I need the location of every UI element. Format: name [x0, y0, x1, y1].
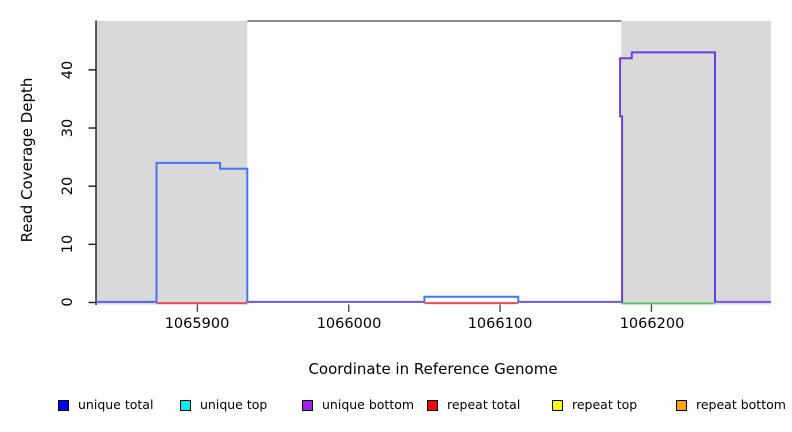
legend-item-unique-total: unique total	[58, 397, 153, 413]
unique-total-swatch-icon	[58, 399, 69, 411]
repeat-bottom-swatch-icon	[676, 399, 687, 411]
repeat-total-swatch-icon	[427, 399, 438, 411]
y-tick-label-30: 30	[60, 118, 76, 138]
unique-total-block-2	[423, 295, 520, 303]
repeat-top-swatch-icon	[552, 399, 563, 411]
unique-bottom-block	[619, 51, 716, 303]
x-tick-label-1065900: 1065900	[164, 316, 230, 332]
x-tick-label-1066000: 1066000	[316, 316, 382, 332]
legend-label: unique total	[78, 397, 154, 412]
unique-top-swatch-icon	[180, 399, 191, 411]
legend-label: repeat bottom	[696, 397, 786, 412]
legend-item-repeat-total: repeat total	[427, 397, 520, 413]
legend-item-repeat-bottom: repeat bottom	[676, 397, 786, 413]
legend-item-unique-top: unique top	[180, 397, 267, 413]
legend-label: unique top	[200, 397, 268, 412]
x-tick-label-1066200: 1066200	[619, 316, 685, 332]
y-tick-label-0: 0	[60, 297, 76, 307]
unique-bottom-swatch-icon	[302, 399, 313, 411]
repeat-region-shade	[621, 21, 771, 305]
x-tick-label-1066100: 1066100	[467, 316, 533, 332]
y-tick-label-10: 10	[60, 234, 76, 254]
legend-item-repeat-top: repeat top	[552, 397, 637, 413]
unique-total-block-1	[155, 161, 249, 303]
legend-label: repeat total	[447, 397, 521, 412]
legend-label: unique bottom	[322, 397, 415, 412]
legend-label: repeat top	[572, 397, 638, 412]
y-tick-label-40: 40	[60, 60, 76, 80]
y-tick-label-20: 20	[60, 176, 76, 196]
legend-item-unique-bottom: unique bottom	[302, 397, 414, 413]
y-axis-title: Read Coverage Depth	[18, 77, 36, 243]
x-axis-title: Coordinate in Reference Genome	[308, 360, 558, 378]
